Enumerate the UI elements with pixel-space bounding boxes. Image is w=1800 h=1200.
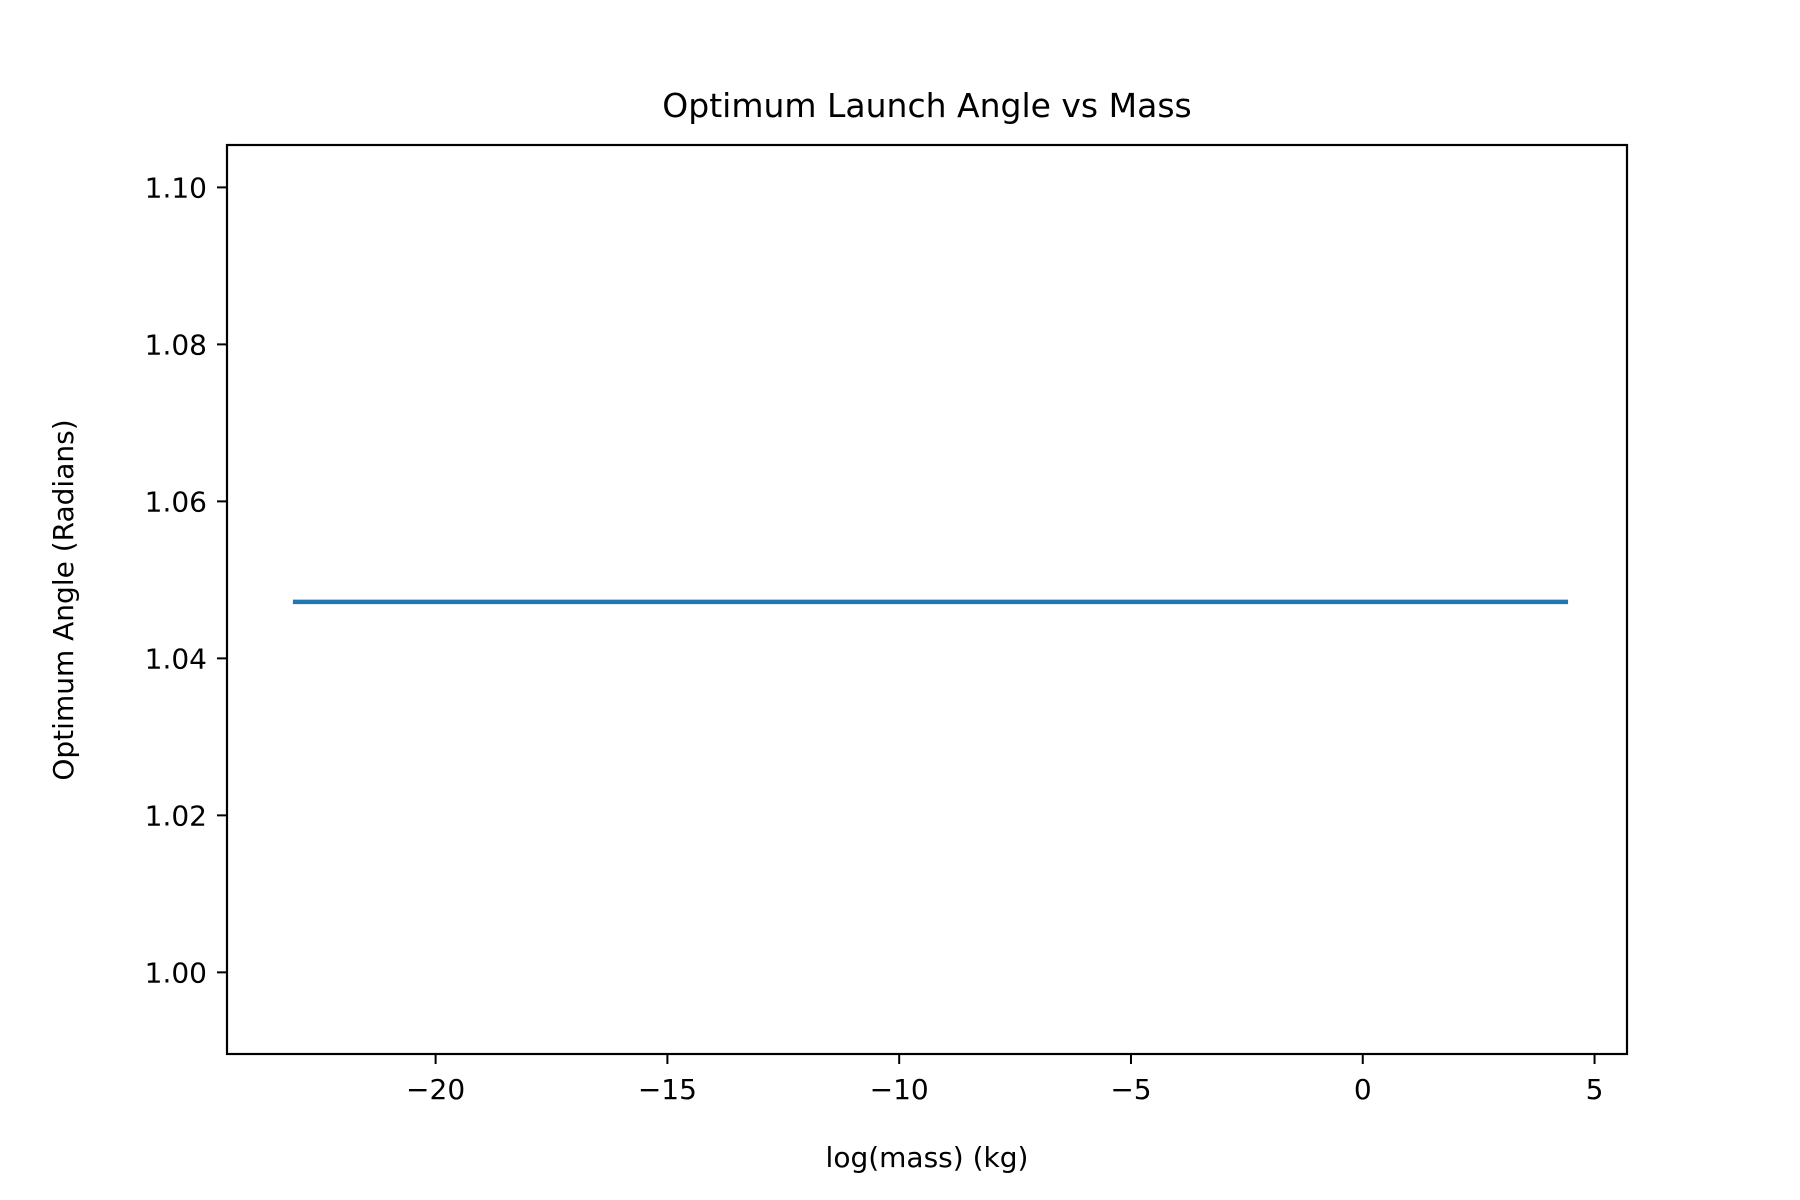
- x-tick-label: −5: [1110, 1073, 1151, 1106]
- x-tick-label: −15: [638, 1073, 697, 1106]
- x-tick-label: 5: [1586, 1073, 1604, 1106]
- x-tick-label: −10: [870, 1073, 929, 1106]
- x-tick-label: 0: [1354, 1073, 1372, 1106]
- y-tick-label: 1.08: [145, 328, 207, 361]
- x-axis-ticks: −20 −15 −10 −5 0 5: [406, 1054, 1603, 1106]
- plot-area-frame: [225, 143, 1629, 1056]
- y-tick-label: 1.02: [145, 799, 207, 832]
- y-tick-label: 1.04: [145, 642, 207, 675]
- chart-title: Optimum Launch Angle vs Mass: [662, 86, 1191, 125]
- y-tick-label: 1.00: [145, 956, 207, 989]
- x-tick-label: −20: [406, 1073, 465, 1106]
- y-tick-label: 1.10: [145, 171, 207, 204]
- y-axis-ticks: 1.00 1.02 1.04 1.06 1.08 1.10: [145, 171, 227, 989]
- y-axis-label: Optimum Angle (Radians): [47, 419, 80, 780]
- x-axis-label: log(mass) (kg): [826, 1141, 1029, 1174]
- y-tick-label: 1.06: [145, 485, 207, 518]
